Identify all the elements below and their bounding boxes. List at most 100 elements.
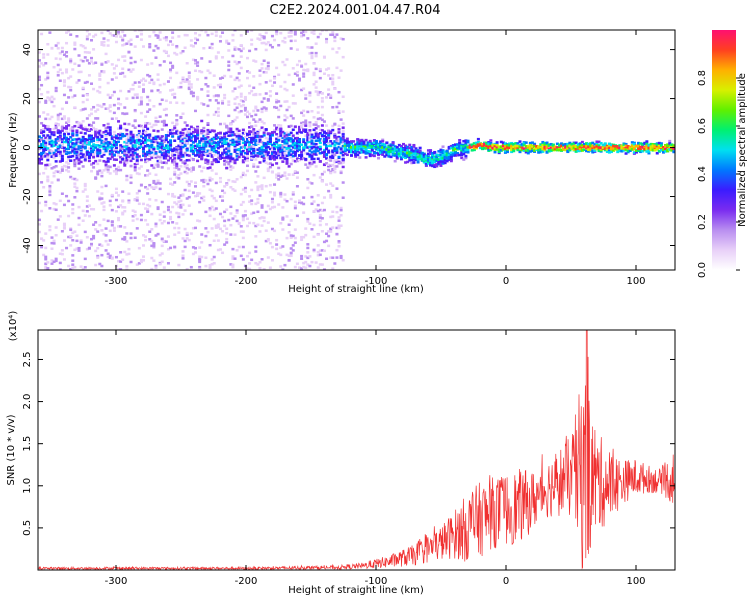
heatmap-cell: [164, 240, 168, 243]
heatmap-cell: [139, 132, 143, 136]
heatmap-cell: [495, 141, 499, 144]
heatmap-cell: [310, 162, 314, 166]
heatmap-cell: [77, 137, 81, 141]
heatmap-cell: [322, 120, 326, 123]
heatmap-cell: [216, 140, 220, 144]
heatmap-cell: [331, 210, 335, 214]
heatmap-cell: [258, 128, 262, 132]
heatmap-cell: [322, 249, 326, 253]
heatmap-cell: [83, 128, 87, 131]
heatmap-cell: [449, 144, 453, 148]
heatmap-cell: [108, 126, 112, 129]
heatmap-cell: [90, 108, 93, 111]
heatmap-cell: [270, 157, 274, 160]
heatmap-cell: [75, 129, 79, 132]
heatmap-cell: [410, 150, 414, 153]
heatmap-cell: [320, 263, 324, 266]
heatmap-cell: [291, 191, 295, 194]
heatmap-cell: [162, 152, 166, 155]
heatmap-cell: [127, 150, 131, 154]
heatmap-cell: [121, 147, 125, 151]
heatmap-cell: [85, 51, 89, 54]
heatmap-cell: [210, 142, 214, 145]
heatmap-cell: [181, 257, 185, 260]
heatmap-cell: [250, 258, 254, 262]
heatmap-cell: [560, 148, 564, 152]
heatmap-cell: [279, 149, 283, 153]
heatmap-cell: [208, 206, 212, 210]
heatmap-cell: [67, 30, 71, 33]
heatmap-cell: [437, 150, 441, 153]
heatmap-cell: [65, 127, 69, 130]
heatmap-cell: [302, 140, 306, 144]
heatmap-cell: [110, 208, 114, 212]
heatmap-cell: [183, 227, 187, 231]
heatmap-cell: [102, 147, 106, 150]
heatmap-cell: [191, 58, 195, 62]
heatmap-cell: [566, 148, 570, 151]
heatmap-cell: [333, 35, 337, 39]
heatmap-cell: [585, 149, 589, 153]
heatmap-cell: [250, 202, 254, 206]
heatmap-cell: [233, 148, 237, 152]
heatmap-cell: [304, 134, 308, 137]
heatmap-cell: [96, 172, 100, 176]
heatmap-cell: [243, 159, 247, 162]
heatmap-cell: [275, 247, 279, 251]
heatmap-cell: [81, 127, 85, 131]
heatmap-cell: [90, 169, 93, 173]
heatmap-cell: [314, 261, 318, 264]
heatmap-cell: [221, 136, 225, 140]
heatmap-cell: [52, 171, 56, 175]
heatmap-cell: [114, 198, 118, 202]
heatmap-cell: [173, 126, 177, 130]
heatmap-cell: [164, 157, 168, 160]
heatmap-cell: [233, 30, 237, 32]
heatmap-cell: [75, 131, 79, 134]
heatmap-cell: [137, 85, 141, 88]
heatmap-cell: [231, 247, 235, 251]
heatmap-cell: [106, 243, 110, 246]
heatmap-cell: [416, 150, 420, 154]
heatmap-cell: [339, 137, 343, 140]
heatmap-cell: [258, 138, 262, 142]
heatmap-cell: [422, 159, 426, 162]
heatmap-cell: [273, 145, 277, 148]
heatmap-cell: [252, 59, 256, 62]
heatmap-cell: [156, 89, 160, 92]
heatmap-cell: [73, 124, 77, 128]
heatmap-cell: [316, 90, 320, 94]
heatmap-cell: [270, 206, 274, 209]
heatmap-cell: [175, 150, 179, 154]
heatmap-cell: [304, 62, 308, 66]
heatmap-cell: [225, 241, 229, 244]
heatmap-cell: [58, 144, 62, 147]
heatmap-cell: [204, 76, 208, 80]
heatmap-cell: [173, 157, 177, 160]
heatmap-cell: [40, 143, 44, 146]
heatmap-cell: [279, 134, 283, 137]
heatmap-cell: [341, 165, 345, 169]
heatmap-cell: [564, 142, 568, 146]
heatmap-cell: [52, 260, 56, 264]
heatmap-cell: [308, 162, 312, 165]
heatmap-cell: [341, 55, 345, 59]
heatmap-cell: [191, 141, 195, 144]
heatmap-cell: [331, 156, 335, 160]
heatmap-cell: [304, 146, 308, 149]
heatmap-cell: [71, 239, 75, 242]
heatmap-cell: [67, 162, 71, 165]
heatmap-cell: [285, 131, 289, 135]
heatmap-cell: [306, 68, 310, 71]
heatmap-cell: [94, 249, 98, 253]
heatmap-cell: [300, 111, 304, 115]
heatmap-cell: [237, 221, 241, 225]
heatmap-cell: [164, 50, 168, 54]
heatmap-cell: [241, 100, 245, 103]
heatmap-cell: [146, 159, 150, 163]
heatmap-cell: [54, 44, 58, 47]
heatmap-cell: [144, 139, 148, 143]
heatmap-cell: [175, 132, 179, 135]
heatmap-cell: [329, 227, 333, 231]
heatmap-cell: [83, 142, 87, 145]
